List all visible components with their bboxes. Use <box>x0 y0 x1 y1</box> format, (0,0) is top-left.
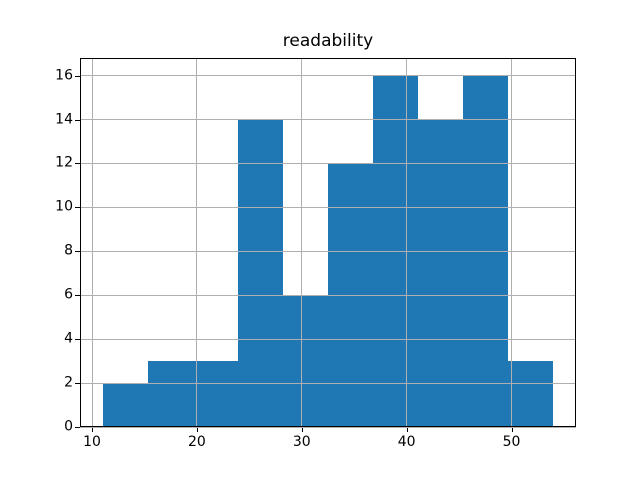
histogram-bar <box>147 361 193 427</box>
x-tick <box>406 427 408 432</box>
x-gridline <box>91 58 93 427</box>
y-tick-label: 16 <box>55 67 73 84</box>
y-tick-label: 8 <box>64 242 73 259</box>
y-gridline <box>80 294 576 296</box>
y-gridline <box>80 426 576 428</box>
x-tick-label: 40 <box>397 434 416 450</box>
y-tick-label: 2 <box>64 374 73 391</box>
y-gridline <box>80 250 576 252</box>
x-tick-label: 50 <box>502 434 521 450</box>
y-tick <box>75 251 80 253</box>
y-tick <box>75 119 80 121</box>
y-gridline <box>80 338 576 340</box>
y-tick <box>75 163 80 165</box>
y-tick <box>75 383 80 385</box>
histogram-bar <box>418 119 464 427</box>
y-gridline <box>80 162 576 164</box>
plot-area <box>80 58 576 428</box>
y-tick <box>75 75 80 77</box>
y-tick-label: 4 <box>64 330 73 347</box>
x-tick <box>301 427 303 432</box>
x-tick <box>511 427 513 432</box>
chart-title: readability <box>282 31 374 51</box>
y-gridline <box>80 119 576 120</box>
x-tick <box>92 427 94 432</box>
y-tick <box>75 339 80 341</box>
x-tick-label: 10 <box>83 434 101 450</box>
x-tick-label: 30 <box>292 434 311 450</box>
y-tick <box>75 295 80 297</box>
x-tick-label: 20 <box>187 434 206 450</box>
histogram-bar <box>237 119 283 427</box>
y-tick-label: 14 <box>55 111 73 127</box>
y-gridline <box>80 206 576 208</box>
x-gridline <box>511 58 512 427</box>
y-tick <box>75 427 80 428</box>
y-tick <box>75 207 80 209</box>
histogram-bar <box>192 361 238 427</box>
y-tick-label: 10 <box>55 198 73 215</box>
x-gridline <box>406 58 408 427</box>
histogram-bar <box>508 361 554 427</box>
y-tick-label: 12 <box>55 154 73 171</box>
x-gridline <box>301 58 303 427</box>
y-tick-label: 0 <box>64 418 73 435</box>
y-tick-label: 6 <box>64 286 73 303</box>
histogram-bar <box>102 383 148 427</box>
x-tick <box>196 427 198 432</box>
x-gridline <box>196 58 198 427</box>
histogram-bar <box>282 295 328 427</box>
y-gridline <box>80 75 576 77</box>
y-gridline <box>80 382 576 384</box>
